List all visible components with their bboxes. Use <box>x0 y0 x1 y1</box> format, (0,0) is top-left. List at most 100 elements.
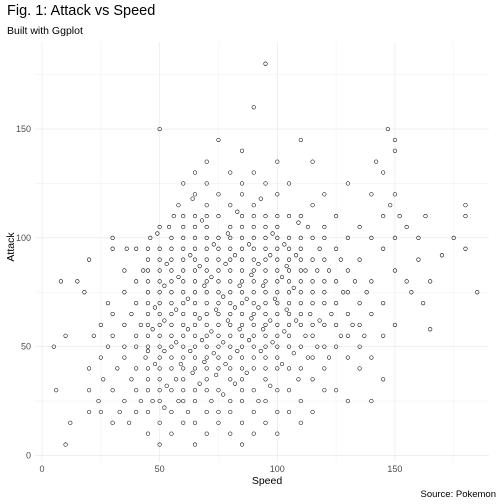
data-point <box>263 224 268 230</box>
data-point <box>75 279 80 284</box>
data-point <box>305 224 310 230</box>
data-point <box>228 268 233 273</box>
data-point <box>181 181 186 186</box>
data-point <box>258 196 263 201</box>
data-point <box>263 420 268 425</box>
data-point <box>345 235 350 240</box>
data-point <box>268 383 273 388</box>
data-point <box>145 366 150 371</box>
data-point <box>110 388 115 393</box>
data-point <box>157 279 162 284</box>
data-point <box>345 355 350 360</box>
data-point <box>286 409 292 415</box>
data-point <box>251 170 256 175</box>
data-point <box>204 311 209 317</box>
data-point <box>263 322 268 327</box>
data-point <box>369 192 374 197</box>
data-point <box>286 181 292 186</box>
data-point <box>169 366 174 371</box>
data-point <box>463 214 468 219</box>
data-point <box>310 322 315 327</box>
data-point <box>192 268 198 273</box>
data-point <box>98 322 103 327</box>
data-point <box>105 301 110 306</box>
data-point <box>286 290 292 295</box>
data-point <box>216 214 221 219</box>
data-point <box>216 137 221 143</box>
data-point <box>286 388 292 393</box>
data-point <box>221 392 226 397</box>
data-point <box>157 246 162 251</box>
data-point <box>216 344 221 349</box>
data-point <box>157 366 162 371</box>
data-point <box>228 322 233 327</box>
data-point <box>239 420 245 425</box>
data-point <box>239 246 245 251</box>
data-point <box>239 301 245 306</box>
data-point <box>439 253 445 258</box>
data-point <box>392 322 397 327</box>
data-point <box>122 344 127 349</box>
data-point <box>357 301 362 306</box>
data-point <box>357 257 362 262</box>
data-point <box>157 344 162 349</box>
data-point <box>310 290 315 295</box>
data-point <box>157 355 162 360</box>
data-point <box>145 388 150 393</box>
data-point <box>204 268 209 273</box>
data-point <box>209 274 214 280</box>
data-point <box>263 257 268 262</box>
data-point <box>145 290 150 295</box>
data-point <box>202 359 207 364</box>
data-point <box>216 192 221 197</box>
data-point <box>185 296 190 301</box>
data-point <box>192 214 198 219</box>
data-point <box>157 301 162 306</box>
data-point <box>216 290 221 295</box>
data-point <box>96 398 101 404</box>
data-point <box>251 388 256 393</box>
data-point <box>204 159 209 164</box>
data-point <box>239 148 245 153</box>
data-point <box>298 420 303 425</box>
data-point <box>345 398 350 404</box>
data-point <box>228 377 233 382</box>
data-point <box>228 290 233 295</box>
data-point <box>275 246 280 251</box>
data-point <box>298 290 303 295</box>
data-point <box>82 290 87 295</box>
data-point <box>251 322 256 327</box>
data-point <box>145 279 150 284</box>
data-point <box>124 246 129 251</box>
y-tick-label: 100 <box>16 233 31 243</box>
data-point <box>298 344 303 349</box>
data-point <box>216 420 221 425</box>
data-point <box>268 253 273 258</box>
data-point <box>298 137 303 143</box>
data-point <box>385 126 390 132</box>
data-point <box>63 333 68 338</box>
data-point <box>263 290 268 295</box>
data-point <box>317 246 322 251</box>
data-point <box>338 257 343 262</box>
data-point <box>181 388 186 393</box>
data-point <box>181 377 186 382</box>
data-point <box>239 355 245 360</box>
data-point <box>190 370 195 375</box>
data-point <box>192 311 198 317</box>
data-point <box>122 290 127 295</box>
data-point <box>181 235 186 240</box>
data-point <box>244 296 249 301</box>
data-point <box>174 307 179 312</box>
data-point <box>192 224 198 230</box>
data-point <box>63 442 68 447</box>
data-point <box>169 290 174 295</box>
data-point <box>110 311 115 317</box>
data-point <box>239 388 245 393</box>
data-point <box>369 355 374 360</box>
data-point <box>235 209 240 214</box>
data-point <box>298 235 303 240</box>
data-point <box>228 224 233 230</box>
data-point <box>263 268 268 273</box>
